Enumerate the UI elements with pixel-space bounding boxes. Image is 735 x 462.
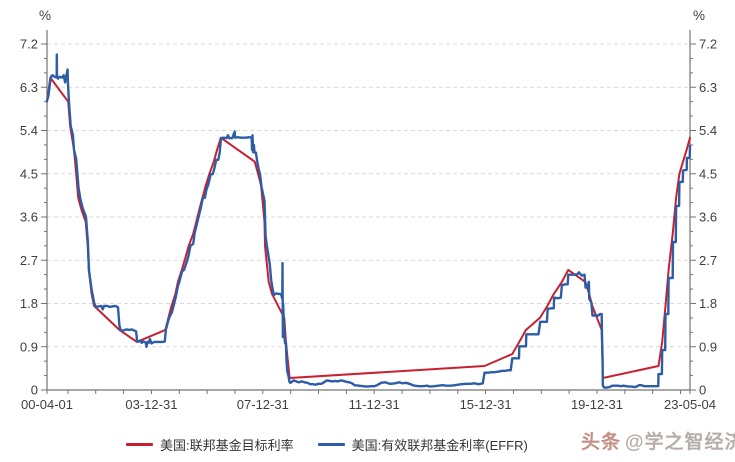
legend-item-effr: 美国:有效联邦基金利率(EFFR) bbox=[317, 435, 528, 454]
y-axis-label-right: 4.5 bbox=[699, 166, 717, 181]
watermark-handle: @学之智经济 bbox=[625, 432, 735, 453]
legend-line-red bbox=[126, 443, 153, 446]
legend-item-target-rate: 美国:联邦基金目标利率 bbox=[126, 435, 294, 454]
legend-label-target-rate: 美国:联邦基金目标利率 bbox=[160, 438, 294, 453]
y-axis-label-right: 0 bbox=[699, 383, 706, 398]
y-axis-label-left: 6.3 bbox=[20, 80, 38, 95]
x-axis-label: 03-12-31 bbox=[125, 397, 177, 412]
x-axis-label: 00-04-01 bbox=[21, 397, 73, 412]
x-axis-label: 07-12-31 bbox=[237, 397, 289, 412]
watermark: 头条 @学之智经济 bbox=[581, 427, 735, 454]
y-axis-label-right: 0.9 bbox=[699, 339, 717, 354]
x-axis-label: 19-12-31 bbox=[571, 397, 623, 412]
x-axis-label: 11-12-31 bbox=[349, 397, 400, 412]
chart-legend: 美国:联邦基金目标利率 美国:有效联邦基金利率(EFFR) bbox=[126, 435, 528, 454]
x-axis-label: 15-12-31 bbox=[460, 397, 512, 412]
y-axis-label-left: 5.4 bbox=[20, 123, 38, 138]
y-axis-label-right: 6.3 bbox=[699, 80, 717, 95]
chart-canvas: 0 0 0.9 0.9 1.8 1.8 2.7 2.7 3.6 3.6 4.5 4.5 5.4 5.4 6.… bbox=[20, 8, 717, 412]
y-axis-label-left: 2.7 bbox=[20, 253, 38, 268]
y-axis-label-left: 4.5 bbox=[20, 166, 38, 181]
y-axis-unit-right: % bbox=[693, 8, 705, 23]
y-axis-label-right: 7.2 bbox=[699, 37, 717, 52]
legend-line-blue bbox=[317, 443, 345, 446]
y-axis-unit-left: % bbox=[39, 8, 51, 23]
legend-label-effr: 美国:有效联邦基金利率(EFFR) bbox=[351, 438, 528, 453]
y-axis-label-right: 5.4 bbox=[699, 123, 717, 138]
y-axis-label-left: 3.6 bbox=[20, 210, 38, 225]
y-axis-label-left: 0 bbox=[31, 383, 38, 398]
y-axis-label-right: 3.6 bbox=[699, 210, 717, 225]
x-axis-label: 23-05-04 bbox=[664, 397, 716, 412]
y-axis-label-left: 1.8 bbox=[20, 296, 38, 311]
series-target-rate-line bbox=[46, 76, 691, 379]
y-axis-label-right: 2.7 bbox=[699, 253, 717, 268]
toutiao-logo: 头条 bbox=[581, 432, 622, 453]
y-axis-label-left: 0.9 bbox=[20, 339, 38, 354]
y-axis-label-right: 1.8 bbox=[699, 296, 717, 311]
y-axis-label-left: 7.2 bbox=[20, 37, 38, 52]
series-effr-line bbox=[45, 53, 692, 389]
